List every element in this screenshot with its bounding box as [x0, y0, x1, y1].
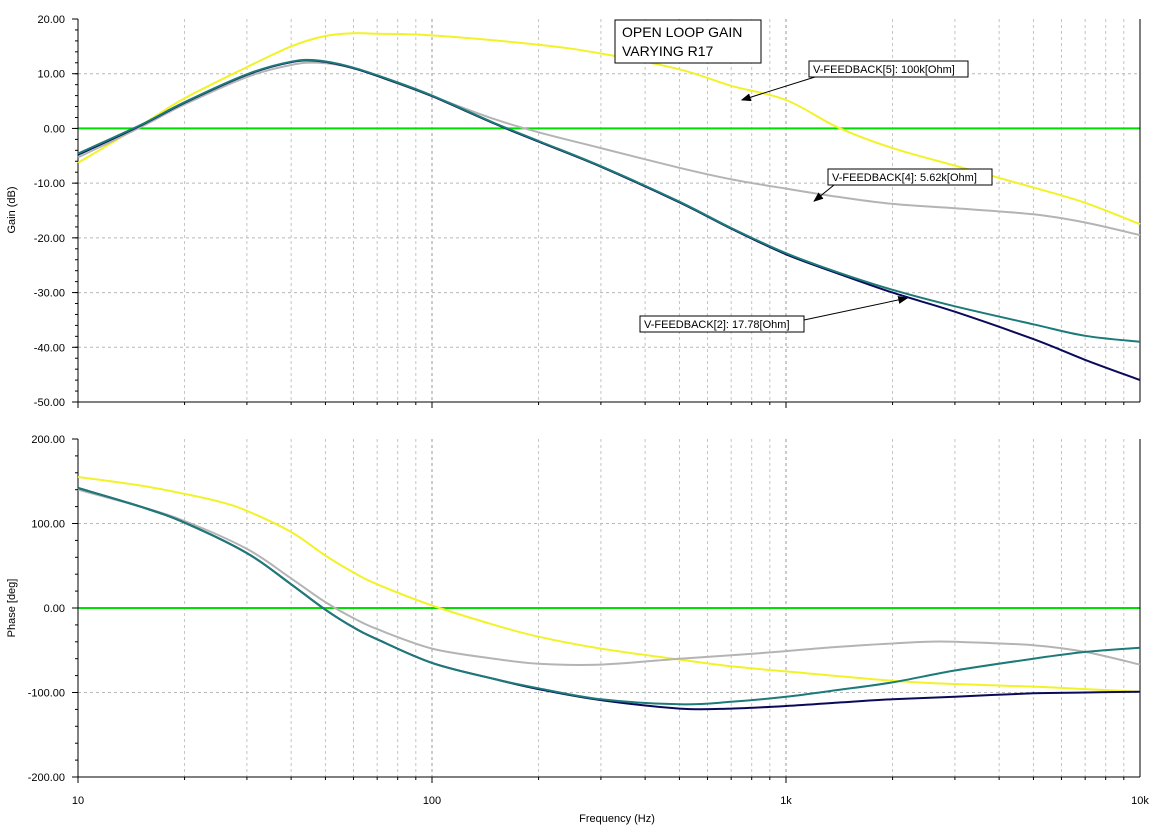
gain-panel: 20.00 10.00 0.00 -10.00 -20.00 -30.00 -40.00 -5…	[6, 14, 1141, 409]
note-line: VARYING R17	[622, 43, 714, 59]
phase-series-3-line	[77, 487, 1141, 706]
callout-arrow	[803, 296, 909, 321]
phase-x-tick-label: 1k	[780, 795, 792, 807]
phase-y-tick-label: -100.00	[28, 688, 65, 700]
phase-x-tick-label: 10	[72, 795, 84, 807]
note-line: OPEN LOOP GAIN	[622, 24, 742, 40]
phase-x-tick-label: 10k	[1131, 795, 1149, 807]
phase-x-tick-label: 100	[423, 795, 441, 807]
callout-label: V-FEEDBACK[2]: 17.78[Ohm]	[644, 319, 790, 331]
note-box	[614, 19, 762, 64]
callout-label: V-FEEDBACK[4]: 5.62k[Ohm]	[832, 172, 977, 184]
phase-panel: 200.00 100.00 0.00 -100.00 -200.00 10 100 1k 10k…	[6, 434, 1149, 825]
phase-series-1-line	[77, 488, 1141, 667]
gain-y-tick-label: -10.00	[34, 178, 65, 190]
gain-y-tick-label: -50.00	[34, 397, 65, 409]
gain-y-tick-label: -40.00	[34, 342, 65, 354]
gain-y-tick-label: -30.00	[34, 288, 65, 300]
phase-x-axis-title: Frequency (Hz)	[579, 813, 655, 825]
gain-plot-area	[78, 19, 1140, 402]
phase-y-tick-label: -200.00	[28, 772, 65, 784]
gain-series-3-line	[77, 58, 1141, 343]
gain-y-tick-label: 0.00	[44, 123, 65, 135]
callout-box	[808, 60, 969, 78]
phase-y-tick-label: 0.00	[44, 603, 65, 615]
phase-y-tick-label: 200.00	[31, 434, 65, 446]
callout-label: V-FEEDBACK[5]: 100k[Ohm]	[813, 64, 955, 76]
gain-series-0-line	[77, 32, 1141, 226]
phase-y-tick-label: 100.00	[31, 519, 65, 531]
gain-y-tick-label: 20.00	[37, 14, 65, 26]
phase-series-0-line	[77, 476, 1141, 693]
phase-y-axis-title: Phase [deg]	[6, 579, 18, 638]
callout-arrow	[813, 184, 835, 202]
gain-series-1-line	[77, 61, 1141, 237]
gain-y-axis-title: Gain (dB)	[6, 186, 18, 233]
gain-y-tick-label: -20.00	[34, 233, 65, 245]
callout-box	[827, 168, 993, 186]
callout-box	[639, 315, 805, 333]
callout-arrow	[740, 76, 816, 102]
gain-y-tick-label: 10.00	[37, 69, 65, 81]
